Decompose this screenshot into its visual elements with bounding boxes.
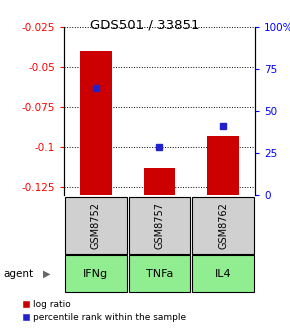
- Text: IL4: IL4: [215, 269, 232, 279]
- Text: GSM8762: GSM8762: [218, 202, 228, 249]
- Text: agent: agent: [3, 269, 33, 279]
- Text: IFNg: IFNg: [83, 269, 108, 279]
- Bar: [144, 168, 175, 195]
- Bar: [80, 51, 112, 195]
- Bar: [128, 255, 191, 292]
- Text: GSM8752: GSM8752: [91, 202, 101, 249]
- Bar: [65, 255, 127, 292]
- Bar: [207, 136, 239, 195]
- Bar: [192, 255, 254, 292]
- Text: GSM8757: GSM8757: [155, 202, 164, 249]
- Bar: [65, 197, 127, 254]
- Legend: log ratio, percentile rank within the sample: log ratio, percentile rank within the sa…: [22, 300, 186, 322]
- Text: GDS501 / 33851: GDS501 / 33851: [90, 18, 200, 32]
- Text: TNFa: TNFa: [146, 269, 173, 279]
- Bar: [128, 197, 191, 254]
- Text: ▶: ▶: [43, 269, 51, 279]
- Bar: [192, 197, 254, 254]
